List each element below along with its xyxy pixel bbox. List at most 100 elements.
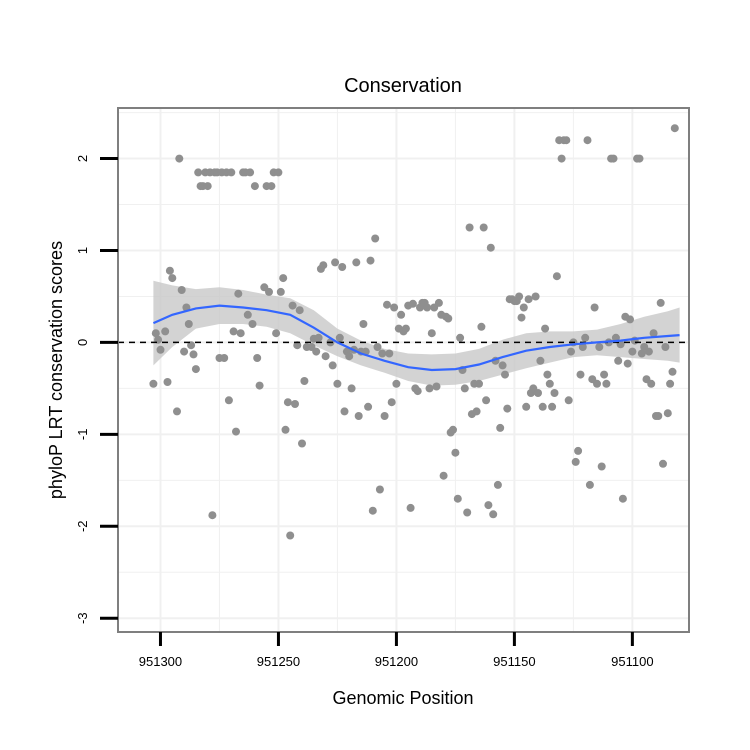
x-tick-label: 951250 <box>257 654 300 669</box>
data-point <box>515 292 524 301</box>
data-point <box>161 327 170 336</box>
data-point <box>375 485 384 494</box>
data-point <box>661 343 670 351</box>
y-axis: -3 -2 -1 0 1 2 <box>75 155 118 624</box>
data-point <box>208 511 217 520</box>
y-tick-label: -2 <box>75 520 90 532</box>
data-point <box>364 402 373 411</box>
data-point <box>378 349 387 358</box>
data-point <box>585 480 594 489</box>
data-point <box>456 333 465 342</box>
data-point <box>618 494 627 503</box>
data-point <box>654 412 663 420</box>
data-point <box>545 379 554 388</box>
data-point <box>293 341 302 350</box>
data-point <box>449 425 457 434</box>
x-tick-label: 951100 <box>611 654 653 669</box>
data-point <box>463 508 472 517</box>
data-point <box>338 263 347 271</box>
data-point <box>552 272 561 281</box>
data-point <box>163 378 172 386</box>
data-point <box>536 356 545 365</box>
data-point <box>156 345 165 354</box>
data-point <box>272 329 281 338</box>
data-point <box>232 427 240 436</box>
data-point <box>392 379 401 388</box>
data-point <box>668 367 677 376</box>
data-point <box>253 354 262 362</box>
data-point <box>477 322 486 331</box>
data-point <box>352 258 361 267</box>
data-point <box>451 448 460 457</box>
data-point <box>543 370 552 379</box>
data-point <box>286 531 295 540</box>
data-point <box>637 349 646 358</box>
plot-panel <box>117 107 690 633</box>
data-point <box>425 384 434 393</box>
smooth-trend-line <box>152 304 680 372</box>
data-point <box>300 377 309 385</box>
grid-lines <box>118 108 689 632</box>
data-point <box>423 303 432 312</box>
data-point <box>283 398 292 407</box>
data-point <box>583 136 592 145</box>
data-point <box>281 425 290 434</box>
data-point <box>541 324 550 333</box>
data-point <box>340 407 349 416</box>
data-point <box>383 300 391 309</box>
data-point <box>496 423 505 432</box>
data-point <box>397 310 406 319</box>
data-point <box>614 356 623 365</box>
data-point <box>184 320 193 328</box>
data-point <box>390 303 399 312</box>
panel-border <box>117 107 690 633</box>
y-tick-label: 2 <box>75 155 90 162</box>
confidence-band <box>153 280 680 386</box>
data-point <box>550 389 559 397</box>
data-point <box>670 124 679 133</box>
data-point <box>220 354 229 362</box>
data-point <box>187 341 196 350</box>
data-point <box>564 396 573 405</box>
data-point <box>628 347 637 356</box>
data-point <box>498 361 507 370</box>
data-point <box>321 352 330 361</box>
y-axis-title: phyloP LRT conservation scores <box>46 241 66 499</box>
y-tick-label: -3 <box>75 612 90 624</box>
data-point <box>274 168 283 177</box>
data-point <box>194 168 203 177</box>
data-point <box>347 384 356 393</box>
data-point <box>291 400 299 408</box>
data-point <box>595 343 604 351</box>
data-point <box>548 402 557 411</box>
data-point <box>373 343 382 351</box>
data-point <box>644 347 653 356</box>
data-point <box>236 329 245 338</box>
data-point <box>590 303 599 312</box>
data-point <box>593 379 601 388</box>
data-point <box>501 370 509 379</box>
data-point <box>229 327 238 336</box>
data-point <box>623 359 632 368</box>
data-point <box>248 320 257 328</box>
data-point <box>609 154 618 163</box>
data-point <box>191 365 200 374</box>
data-point <box>165 266 174 275</box>
data-point <box>314 333 323 342</box>
data-point <box>531 292 540 301</box>
data-point <box>427 329 436 338</box>
data-point <box>333 379 342 388</box>
x-tick-label: 951200 <box>375 654 418 669</box>
data-point <box>635 154 644 163</box>
data-point <box>567 347 575 356</box>
data-point <box>519 303 528 312</box>
data-point <box>534 389 542 397</box>
data-point <box>503 404 512 413</box>
data-point <box>597 462 606 471</box>
data-point <box>180 347 189 356</box>
data-point <box>371 234 380 243</box>
data-point <box>168 274 177 283</box>
data-point <box>538 402 547 411</box>
data-point <box>600 370 609 379</box>
data-point <box>576 370 585 379</box>
